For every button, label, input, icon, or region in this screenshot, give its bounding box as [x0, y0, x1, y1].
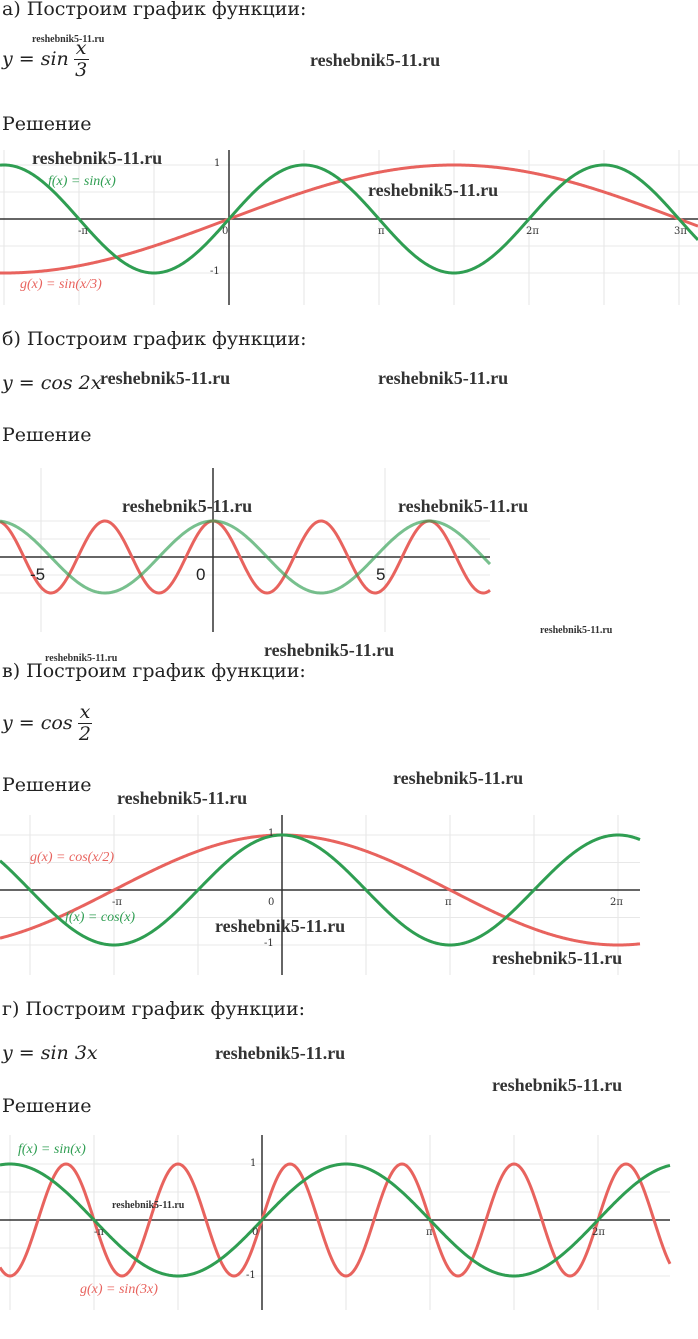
y-tick-label: 1: [250, 1158, 257, 1169]
watermark: reshebnik5-11.ru: [215, 916, 346, 936]
x-tick-label: 3π: [674, 226, 687, 237]
curve-f: [0, 1162, 671, 1278]
y-tick-label: -1: [246, 1270, 256, 1281]
x-tick-label: 0: [252, 1227, 259, 1238]
solution: Решение: [2, 113, 92, 135]
x-tick-label: 0: [196, 565, 206, 584]
watermark: reshebnik5-11.ru: [393, 768, 524, 788]
x-tick-label: π: [445, 897, 452, 908]
watermark: reshebnik5-11.ru: [540, 625, 613, 636]
heading: г) Построим график функции:: [2, 998, 306, 1020]
denominator: 2: [78, 722, 91, 745]
x-tick-label: -π: [78, 226, 88, 237]
watermark: reshebnik5-11.ru: [117, 788, 248, 808]
heading: а) Построим график функции:: [2, 0, 307, 20]
heading: б) Построим график функции:: [2, 328, 307, 350]
f-label: f(x) = sin(x): [18, 1142, 86, 1157]
formula: y = sin x 3: [2, 38, 89, 81]
watermark: reshebnik5-11.ru: [492, 1075, 623, 1095]
x-tick-label: 0: [222, 226, 229, 237]
curve-f: [0, 163, 698, 275]
x-tick-label: -5: [30, 565, 46, 584]
y-tick-label: 1: [214, 158, 221, 169]
watermark: reshebnik5-11.ru: [100, 368, 231, 388]
solution: Решение: [2, 424, 92, 446]
g-label: g(x) = sin(x/3): [20, 277, 102, 292]
numerator: x: [73, 37, 89, 60]
curve-f: [0, 833, 641, 947]
x-tick-label: 2π: [526, 226, 539, 237]
x-tick-label: 5: [376, 565, 386, 584]
numerator: x: [77, 701, 93, 724]
x-tick-label: -π: [112, 897, 122, 908]
solution: Решение: [2, 1095, 92, 1117]
curve-g: [0, 833, 641, 947]
x-tick-label: 2π: [610, 897, 623, 908]
formula-text: y = cos: [2, 712, 73, 735]
x-tick-label: 2π: [592, 1227, 605, 1238]
watermark: reshebnik5-11.ru: [112, 1200, 185, 1211]
watermark: reshebnik5-11.ru: [32, 148, 163, 168]
g-label: g(x) = cos(x/2): [30, 850, 115, 865]
x-tick-label: -π: [94, 1227, 104, 1238]
y-tick-label: 1: [268, 828, 275, 839]
y-tick-label: -1: [264, 938, 274, 949]
x-tick-label: π: [426, 1227, 433, 1238]
watermark: reshebnik5-11.ru: [32, 34, 105, 45]
curve-g: [0, 1162, 672, 1278]
curve-g: [0, 519, 491, 595]
watermark: reshebnik5-11.ru: [122, 496, 253, 516]
f-label: f(x) = sin(x): [48, 174, 116, 189]
watermark: reshebnik5-11.ru: [492, 948, 623, 968]
denominator: 3: [75, 58, 88, 81]
x-tick-label: 0: [268, 897, 275, 908]
formula: y = sin 3x: [2, 1042, 98, 1064]
formula-text: y = sin: [2, 48, 69, 71]
watermark: reshebnik5-11.ru: [378, 368, 509, 388]
watermark: reshebnik5-11.ru: [368, 180, 499, 200]
watermark: reshebnik5-11.ru: [215, 1043, 346, 1063]
curve-f: [0, 519, 492, 595]
watermark: reshebnik5-11.ru: [398, 496, 529, 516]
watermark: reshebnik5-11.ru: [264, 640, 395, 660]
watermark: reshebnik5-11.ru: [310, 50, 441, 70]
f-label: f(x) = cos(x): [65, 910, 136, 925]
y-tick-label: -1: [210, 266, 220, 277]
heading: в) Построим график функции:: [2, 660, 306, 682]
solution: Решение: [2, 774, 92, 796]
x-tick-label: π: [378, 226, 385, 237]
watermark: reshebnik5-11.ru: [45, 653, 118, 664]
g-label: g(x) = sin(3x): [80, 1282, 158, 1297]
formula: y = cos x 2: [2, 701, 93, 745]
formula: y = cos 2x: [2, 372, 102, 394]
